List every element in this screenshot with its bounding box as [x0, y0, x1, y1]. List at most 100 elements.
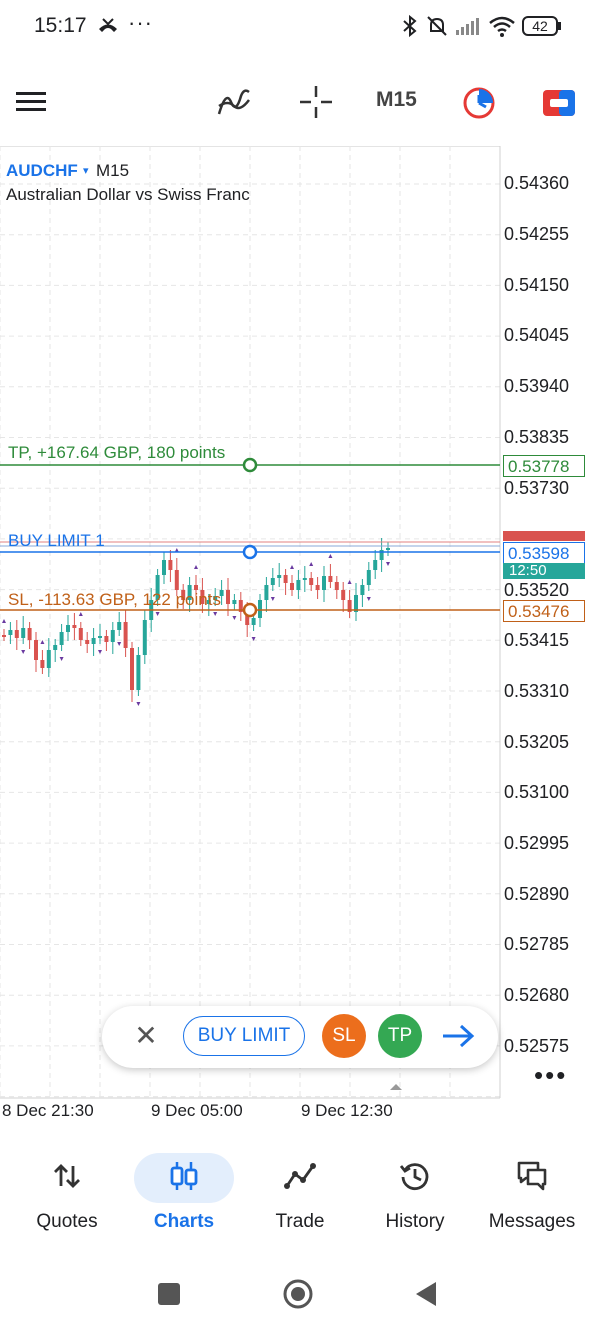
nav-charts[interactable]: Charts: [129, 1150, 239, 1232]
time-label: 8 Dec 21:30: [2, 1101, 94, 1120]
quotes-icon: [54, 1164, 80, 1188]
status-more-dots: ···: [128, 10, 153, 35]
bar-timer-tag: 12:50: [503, 563, 585, 579]
candle-body: [334, 582, 339, 590]
fractal-marker: [194, 565, 198, 569]
candle-body: [34, 640, 38, 660]
candle-body: [2, 635, 6, 637]
fractal-marker: [59, 657, 64, 661]
candle-body: [232, 600, 237, 604]
candle-body: [53, 645, 58, 650]
nav-messages[interactable]: Messages: [477, 1150, 587, 1232]
symbol-dropdown-caret[interactable]: ▾: [83, 165, 89, 177]
fractal-marker: [347, 580, 352, 584]
time-label: 9 Dec 05:00: [151, 1101, 243, 1120]
wifi-icon: [489, 16, 515, 37]
candle-body: [14, 630, 19, 638]
buy-limit-label: BUY LIMIT 1: [8, 531, 105, 550]
candle-body: [238, 600, 243, 612]
timeframe-button[interactable]: M15: [376, 88, 417, 111]
indicators-icon[interactable]: [216, 86, 252, 118]
price-axis-label: 0.54255: [504, 224, 570, 244]
candle-body: [85, 640, 90, 644]
fractal-marker: [78, 612, 83, 616]
candle-body: [110, 630, 115, 642]
symbol-description: Australian Dollar vs Swiss Franc: [6, 185, 250, 204]
buy-limit-price-tag: 0.53598: [503, 542, 585, 564]
nav-label: Messages: [488, 1211, 576, 1232]
price-axis-label: 0.54150: [504, 275, 570, 295]
fractal-marker: [174, 548, 179, 552]
trade-icon: [284, 1163, 316, 1189]
nav-trade[interactable]: Trade: [245, 1150, 355, 1232]
nav-history[interactable]: History: [360, 1150, 470, 1232]
timeframe-clock-icon[interactable]: [462, 86, 496, 120]
sl-label: SL, -113.63 GBP, 122 points: [8, 590, 221, 609]
sl-handle: [242, 602, 258, 618]
price-axis-label: 0.53835: [504, 427, 570, 447]
price-chart[interactable]: [0, 0, 600, 1140]
candle-body: [347, 600, 352, 612]
close-button[interactable]: ✕: [134, 1020, 158, 1051]
back-icon[interactable]: [414, 1280, 438, 1308]
fractal-marker: [366, 597, 371, 601]
price-axis-label: 0.53310: [504, 681, 570, 701]
fractal-marker: [386, 562, 390, 566]
candle-body: [251, 618, 256, 625]
menu-icon[interactable]: [16, 90, 48, 114]
fractal-marker: [251, 637, 256, 641]
symbol-name[interactable]: AUDCHF: [6, 161, 78, 180]
price-axis-label: 0.52785: [504, 934, 570, 954]
buy-limit-handle: [242, 544, 258, 560]
candle-body: [296, 580, 301, 590]
ask-price-tag: [503, 531, 585, 541]
recent-apps-icon[interactable]: [158, 1283, 180, 1305]
candle-body: [66, 625, 70, 632]
home-icon[interactable]: [282, 1278, 314, 1310]
fractal-marker: [232, 616, 237, 620]
crosshair-icon[interactable]: [300, 86, 332, 118]
candle-body: [386, 548, 390, 550]
arrow-right-icon[interactable]: [440, 1018, 476, 1054]
fractal-marker: [328, 554, 333, 558]
candle-body: [98, 636, 102, 638]
tp-button[interactable]: TP: [378, 1014, 422, 1058]
candle-body: [21, 628, 26, 638]
candle-body: [174, 570, 179, 590]
fractal-marker: [309, 562, 314, 566]
buy-limit-button[interactable]: BUY LIMIT: [183, 1016, 305, 1056]
chart-grid: [0, 146, 500, 1098]
candle-body: [200, 590, 205, 604]
price-axis-label: 0.53520: [504, 580, 570, 600]
sl-button[interactable]: SL: [322, 1014, 366, 1058]
candle-body: [354, 595, 358, 612]
signal-icon: [456, 18, 479, 35]
symbol-timeframe: M15: [96, 161, 130, 180]
nav-label: History: [385, 1211, 445, 1232]
system-navigation-bar: [0, 1260, 600, 1333]
candle-body: [162, 560, 166, 575]
charts-icon: [170, 1162, 198, 1190]
candle-body: [168, 560, 173, 570]
nav-quotes[interactable]: Quotes: [12, 1150, 122, 1232]
price-axis-label: 0.53205: [504, 732, 570, 752]
messages-icon: [517, 1161, 547, 1191]
candle-body: [104, 636, 109, 642]
fractal-marker: [40, 640, 45, 644]
candle-body: [123, 622, 128, 648]
candle-body: [315, 585, 320, 590]
more-options-icon[interactable]: •••: [534, 1060, 568, 1090]
trade-toggle-icon[interactable]: [542, 88, 576, 118]
nav-label: Quotes: [36, 1211, 98, 1232]
candle-body: [136, 655, 141, 690]
bluetooth-icon: [403, 14, 417, 38]
price-axis-label: 0.53415: [504, 630, 570, 650]
candle-body: [373, 560, 378, 570]
candle-body: [187, 585, 192, 600]
candle-body: [379, 550, 384, 560]
candle-body: [194, 585, 198, 590]
nav-label: Trade: [275, 1211, 325, 1232]
price-axis-label: 0.53100: [504, 782, 570, 802]
status-bar: 15:17 ··· 42: [0, 0, 600, 56]
candle-body: [46, 650, 51, 668]
